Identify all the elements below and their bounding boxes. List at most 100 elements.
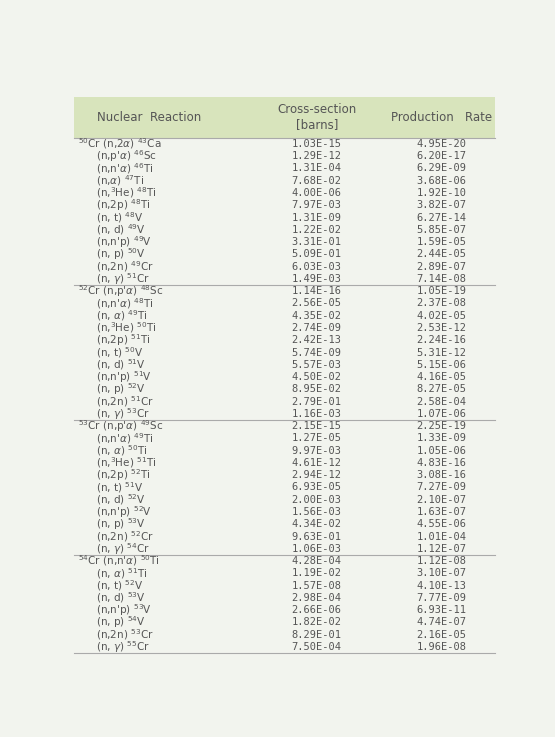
Text: 1.56E-03: 1.56E-03	[292, 507, 342, 517]
Text: 1.59E-05: 1.59E-05	[416, 237, 466, 247]
Text: 2.24E-16: 2.24E-16	[416, 335, 466, 345]
Text: 6.93E-11: 6.93E-11	[416, 605, 466, 615]
Text: 2.16E-05: 2.16E-05	[416, 629, 466, 640]
Text: 9.63E-01: 9.63E-01	[292, 531, 342, 542]
Text: (n,2n) $^{52}$Cr: (n,2n) $^{52}$Cr	[97, 529, 154, 544]
Text: (n,n'p) $^{51}$V: (n,n'p) $^{51}$V	[97, 369, 153, 385]
Text: 1.31E-09: 1.31E-09	[292, 212, 342, 223]
Text: (n,p'$\alpha$) $^{46}$Sc: (n,p'$\alpha$) $^{46}$Sc	[97, 148, 158, 164]
Text: 4.55E-06: 4.55E-06	[416, 520, 466, 529]
Text: Production   Rate: Production Rate	[391, 111, 492, 124]
Text: (n, d) $^{51}$V: (n, d) $^{51}$V	[97, 357, 147, 372]
Text: (n, t) $^{48}$V: (n, t) $^{48}$V	[97, 210, 144, 225]
Text: 4.35E-02: 4.35E-02	[292, 311, 342, 321]
Text: 2.56E-05: 2.56E-05	[292, 298, 342, 309]
Text: (n, d) $^{53}$V: (n, d) $^{53}$V	[97, 590, 147, 605]
Text: (n,2p) $^{48}$Ti: (n,2p) $^{48}$Ti	[97, 198, 151, 213]
Text: (n,2p) $^{51}$Ti: (n,2p) $^{51}$Ti	[97, 332, 151, 348]
Text: 5.85E-07: 5.85E-07	[416, 225, 466, 235]
Text: 1.14E-16: 1.14E-16	[292, 286, 342, 296]
Text: 9.97E-03: 9.97E-03	[292, 446, 342, 455]
Text: 1.05E-19: 1.05E-19	[416, 286, 466, 296]
Text: 4.83E-16: 4.83E-16	[416, 458, 466, 468]
Text: (n,$\alpha$) $^{47}$Ti: (n,$\alpha$) $^{47}$Ti	[97, 173, 144, 188]
Text: 5.09E-01: 5.09E-01	[292, 249, 342, 259]
Text: 2.15E-15: 2.15E-15	[292, 421, 342, 431]
Text: Cross-section
[barns]: Cross-section [barns]	[277, 103, 356, 131]
Text: 1.03E-15: 1.03E-15	[292, 139, 342, 149]
Text: 4.74E-07: 4.74E-07	[416, 618, 466, 627]
Text: (n,n'p) $^{49}$V: (n,n'p) $^{49}$V	[97, 234, 153, 250]
Text: 6.03E-03: 6.03E-03	[292, 262, 342, 272]
Text: (n, p) $^{53}$V: (n, p) $^{53}$V	[97, 517, 147, 532]
Text: $^{54}$Cr (n,n'$\alpha$) $^{50}$Ti: $^{54}$Cr (n,n'$\alpha$) $^{50}$Ti	[78, 553, 160, 568]
Text: 1.01E-04: 1.01E-04	[416, 531, 466, 542]
Text: 8.95E-02: 8.95E-02	[292, 384, 342, 394]
Text: 4.00E-06: 4.00E-06	[292, 188, 342, 198]
Text: 4.28E-04: 4.28E-04	[292, 556, 342, 566]
Text: (n,n'$\alpha$) $^{48}$Ti: (n,n'$\alpha$) $^{48}$Ti	[97, 296, 154, 311]
Text: 4.50E-02: 4.50E-02	[292, 372, 342, 382]
Text: (n, $\gamma$) $^{54}$Cr: (n, $\gamma$) $^{54}$Cr	[97, 541, 150, 556]
Text: (n,2n) $^{51}$Cr: (n,2n) $^{51}$Cr	[97, 394, 154, 409]
Text: 1.05E-06: 1.05E-06	[416, 446, 466, 455]
Text: (n, $\alpha$) $^{50}$Ti: (n, $\alpha$) $^{50}$Ti	[97, 443, 148, 458]
Text: 2.44E-05: 2.44E-05	[416, 249, 466, 259]
Text: 6.27E-14: 6.27E-14	[416, 212, 466, 223]
Text: 7.77E-09: 7.77E-09	[416, 593, 466, 603]
Text: 5.31E-12: 5.31E-12	[416, 348, 466, 357]
Text: (n, d) $^{52}$V: (n, d) $^{52}$V	[97, 492, 147, 507]
Text: 1.07E-06: 1.07E-06	[416, 409, 466, 419]
Text: 2.53E-12: 2.53E-12	[416, 323, 466, 333]
Text: (n, t) $^{50}$V: (n, t) $^{50}$V	[97, 345, 144, 360]
Text: 1.12E-07: 1.12E-07	[416, 544, 466, 553]
Text: (n, p) $^{54}$V: (n, p) $^{54}$V	[97, 615, 147, 630]
Text: (n, $\alpha$) $^{51}$Ti: (n, $\alpha$) $^{51}$Ti	[97, 566, 148, 581]
Text: (n, $\alpha$) $^{49}$Ti: (n, $\alpha$) $^{49}$Ti	[97, 308, 148, 323]
FancyBboxPatch shape	[74, 97, 495, 138]
Text: (n,2p) $^{52}$Ti: (n,2p) $^{52}$Ti	[97, 467, 151, 483]
Text: 5.15E-06: 5.15E-06	[416, 360, 466, 370]
Text: 2.74E-09: 2.74E-09	[292, 323, 342, 333]
Text: 2.58E-04: 2.58E-04	[416, 397, 466, 407]
Text: 1.19E-02: 1.19E-02	[292, 568, 342, 579]
Text: (n, p) $^{52}$V: (n, p) $^{52}$V	[97, 382, 147, 397]
Text: (n,$^3$He) $^{50}$Ti: (n,$^3$He) $^{50}$Ti	[97, 321, 157, 335]
Text: (n,n'$\alpha$) $^{46}$Ti: (n,n'$\alpha$) $^{46}$Ti	[97, 161, 154, 176]
Text: 1.63E-07: 1.63E-07	[416, 507, 466, 517]
Text: 8.27E-05: 8.27E-05	[416, 384, 466, 394]
Text: 2.79E-01: 2.79E-01	[292, 397, 342, 407]
Text: 4.02E-05: 4.02E-05	[416, 311, 466, 321]
Text: 5.57E-03: 5.57E-03	[292, 360, 342, 370]
Text: 2.89E-07: 2.89E-07	[416, 262, 466, 272]
Text: 1.12E-08: 1.12E-08	[416, 556, 466, 566]
Text: (n,$^3$He) $^{48}$Ti: (n,$^3$He) $^{48}$Ti	[97, 186, 157, 200]
Text: 1.92E-10: 1.92E-10	[416, 188, 466, 198]
Text: (n,2n) $^{49}$Cr: (n,2n) $^{49}$Cr	[97, 259, 154, 274]
Text: (n, t) $^{51}$V: (n, t) $^{51}$V	[97, 480, 144, 495]
Text: 2.00E-03: 2.00E-03	[292, 495, 342, 505]
Text: $^{52}$Cr (n,p'$\alpha$) $^{48}$Sc: $^{52}$Cr (n,p'$\alpha$) $^{48}$Sc	[78, 283, 163, 299]
Text: 2.66E-06: 2.66E-06	[292, 605, 342, 615]
Text: (n, $\gamma$) $^{53}$Cr: (n, $\gamma$) $^{53}$Cr	[97, 406, 150, 422]
Text: 1.49E-03: 1.49E-03	[292, 274, 342, 284]
Text: 4.61E-12: 4.61E-12	[292, 458, 342, 468]
Text: 2.98E-04: 2.98E-04	[292, 593, 342, 603]
Text: (n,n'$\alpha$) $^{49}$Ti: (n,n'$\alpha$) $^{49}$Ti	[97, 431, 154, 446]
Text: $^{53}$Cr (n,p'$\alpha$) $^{49}$Sc: $^{53}$Cr (n,p'$\alpha$) $^{49}$Sc	[78, 418, 163, 434]
Text: 4.95E-20: 4.95E-20	[416, 139, 466, 149]
Text: 7.14E-08: 7.14E-08	[416, 274, 466, 284]
Text: 1.06E-03: 1.06E-03	[292, 544, 342, 553]
Text: 6.93E-05: 6.93E-05	[292, 483, 342, 492]
Text: (n, p) $^{50}$V: (n, p) $^{50}$V	[97, 246, 147, 262]
Text: 1.96E-08: 1.96E-08	[416, 642, 466, 652]
Text: 6.20E-17: 6.20E-17	[416, 151, 466, 161]
Text: 3.68E-06: 3.68E-06	[416, 175, 466, 186]
Text: 1.29E-12: 1.29E-12	[292, 151, 342, 161]
Text: 7.68E-02: 7.68E-02	[292, 175, 342, 186]
Text: 4.16E-05: 4.16E-05	[416, 372, 466, 382]
Text: 1.31E-04: 1.31E-04	[292, 164, 342, 173]
Text: 1.27E-05: 1.27E-05	[292, 433, 342, 444]
Text: 7.27E-09: 7.27E-09	[416, 483, 466, 492]
Text: 3.08E-16: 3.08E-16	[416, 470, 466, 481]
